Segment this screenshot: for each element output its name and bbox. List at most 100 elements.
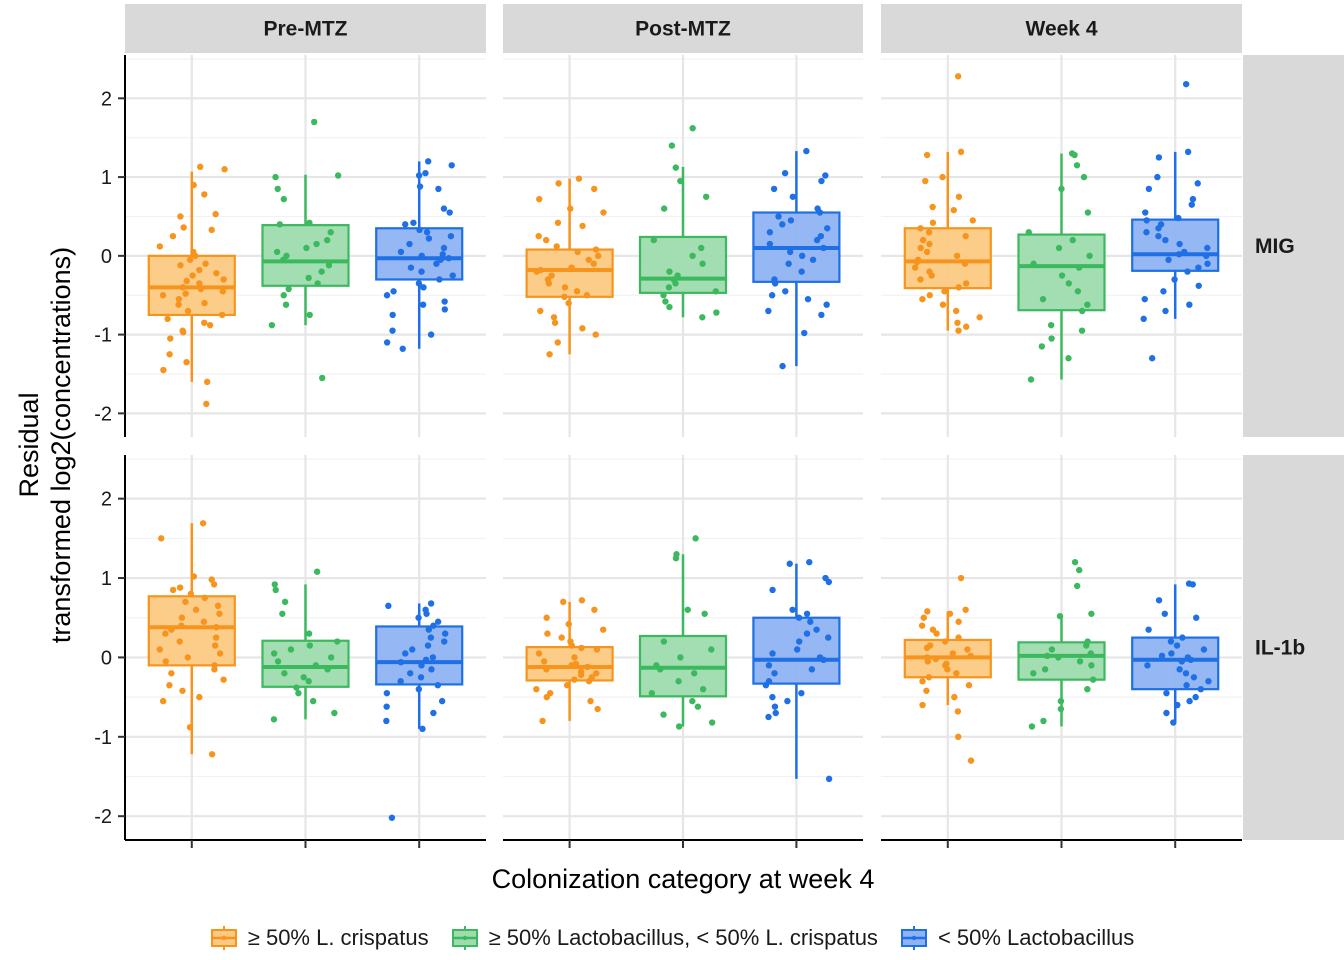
data-point [962, 280, 970, 287]
data-point [415, 280, 423, 287]
data-point [1078, 307, 1086, 315]
data-point [388, 814, 396, 821]
data-point [770, 185, 778, 193]
data-point [917, 244, 924, 252]
data-point [178, 614, 186, 621]
data-point [280, 292, 287, 299]
data-point [1203, 252, 1210, 260]
data-point [184, 307, 192, 315]
data-point [406, 670, 414, 677]
data-point [206, 321, 214, 329]
data-point [274, 658, 282, 665]
data-point [306, 219, 313, 226]
data-point [1048, 335, 1055, 342]
data-point [925, 674, 933, 681]
data-point [795, 614, 803, 621]
data-point [1173, 642, 1181, 649]
data-point [926, 240, 933, 248]
data-point [190, 573, 198, 580]
data-point [389, 311, 396, 319]
legend-key-blue [900, 926, 927, 950]
data-point [334, 172, 342, 179]
data-point [712, 288, 720, 295]
data-point [178, 622, 185, 629]
data-point [156, 646, 163, 653]
data-point [1155, 232, 1162, 240]
legend-label: < 50% Lactobacillus [937, 925, 1135, 950]
data-point [268, 321, 276, 329]
data-point [1181, 248, 1188, 256]
data-point [533, 268, 540, 275]
data-point [691, 670, 698, 677]
data-point [939, 173, 946, 181]
data-point [967, 652, 974, 660]
data-point [1175, 251, 1183, 258]
data-point [1184, 268, 1191, 275]
data-point [331, 709, 338, 717]
legend-key-orange [210, 926, 237, 950]
data-point [1030, 670, 1037, 677]
data-point [554, 339, 561, 346]
data-point [410, 219, 417, 226]
data-point [796, 638, 803, 645]
data-point [196, 693, 203, 701]
legend: ≥ 50% L. crispatus ≥ 50% Lactobacillus, … [0, 916, 1344, 960]
data-point [585, 256, 592, 263]
data-point [653, 662, 660, 669]
data-point [1141, 295, 1148, 303]
data-point [784, 697, 791, 705]
data-point [920, 614, 927, 621]
data-point [1182, 80, 1190, 88]
data-point [666, 303, 673, 311]
data-point [544, 630, 551, 637]
data-point [318, 374, 326, 382]
data-point [1087, 650, 1095, 657]
data-point [928, 272, 935, 279]
data-point [923, 248, 931, 256]
data-point [782, 288, 789, 295]
data-point [1071, 558, 1079, 566]
data-point [820, 244, 827, 252]
data-point [591, 185, 598, 193]
data-point [762, 682, 770, 689]
data-point [584, 663, 591, 671]
data-point [675, 678, 682, 685]
data-point [1158, 652, 1166, 660]
data-point [543, 666, 550, 673]
data-point [1165, 256, 1172, 263]
data-point [954, 319, 961, 326]
data-point [575, 175, 583, 182]
data-point [1047, 321, 1055, 329]
data-point [441, 638, 448, 645]
data-point [293, 684, 300, 691]
data-point [816, 209, 824, 216]
data-point [182, 598, 189, 606]
data-point [160, 366, 167, 374]
data-point [419, 725, 426, 733]
data-point [941, 638, 949, 645]
data-point [1065, 280, 1072, 287]
data-point [923, 644, 931, 652]
legend-item-lactobacillus-not-crispatus: ≥ 50% Lactobacillus, < 50% L. crispatus [451, 925, 878, 951]
data-point [427, 331, 435, 338]
data-point [441, 306, 448, 313]
data-point [1086, 252, 1093, 260]
data-point [585, 678, 593, 685]
data-point [1174, 701, 1181, 709]
data-point [422, 169, 429, 177]
data-point [280, 256, 287, 263]
data-point [1071, 151, 1078, 159]
data-point [175, 295, 183, 303]
data-point [445, 255, 452, 262]
data-point [1073, 162, 1081, 169]
data-point [571, 654, 578, 661]
data-point [406, 240, 413, 248]
data-point [789, 606, 796, 613]
data-point [1041, 666, 1049, 673]
chart-canvas: Pre-MTZ Post-MTZ Week 4 MIG IL-1b -2 -1 0 1 2 -2 -1… [14, 4, 1344, 894]
data-point [158, 535, 165, 542]
data-point [179, 284, 187, 291]
data-point [212, 642, 219, 649]
data-point [440, 205, 448, 212]
data-point [650, 236, 657, 244]
